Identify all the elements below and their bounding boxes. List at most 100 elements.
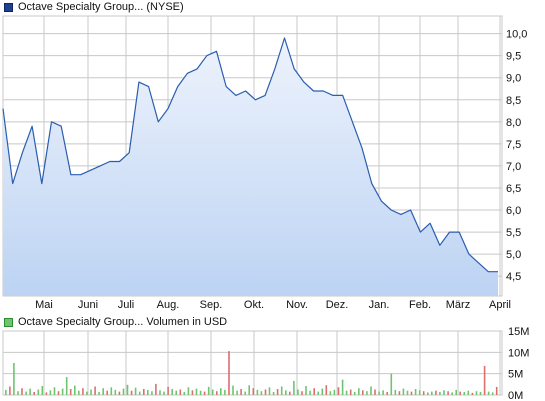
volume-bar [256, 389, 259, 395]
volume-bar [69, 389, 72, 395]
volume-bar [431, 391, 433, 395]
volume-bar [447, 391, 449, 395]
volume-bar [183, 392, 186, 395]
y-tick-label: 4,5 [506, 271, 521, 283]
volume-bar [459, 391, 461, 395]
volume-bar [211, 389, 214, 395]
volume-bar [479, 392, 482, 395]
volume-bar [410, 391, 413, 395]
volume-bar [232, 385, 234, 395]
price-chart: Mai Juni Juli Aug. Sep. Okt. Nov. Dez. Jan. Feb. M… [2, 15, 527, 311]
price-legend-swatch [4, 2, 13, 12]
volume-bar [9, 386, 11, 395]
volume-bar [386, 392, 388, 395]
volume-bar [61, 388, 64, 395]
volume-y-tick-label: 15M [508, 326, 529, 338]
volume-plot-frame [2, 330, 503, 396]
volume-bar [74, 385, 76, 395]
volume-bar [313, 388, 315, 395]
volume-bar [398, 391, 401, 395]
volume-bar [289, 391, 291, 395]
x-tick-label: Mai [35, 299, 53, 311]
x-tick-label: Dez. [326, 299, 349, 311]
volume-bar [82, 388, 84, 395]
volume-bar [143, 389, 145, 395]
y-tick-label: 8,0 [506, 117, 521, 129]
volume-bar [126, 384, 129, 395]
y-tick-label: 5,0 [506, 249, 521, 261]
y-tick-label: 5,5 [506, 227, 521, 239]
volume-bar [240, 389, 242, 395]
volume-bar [41, 386, 44, 395]
volume-bar [487, 391, 490, 395]
volume-bar [349, 389, 352, 395]
volume-bar [337, 387, 340, 395]
volume-bar [179, 389, 182, 395]
volume-bar [491, 392, 494, 395]
volume-legend: Octave Specialty Group... Volumen in USD [4, 316, 227, 328]
volume-bar [455, 389, 457, 395]
volume-bar [29, 388, 31, 395]
volume-bar [138, 391, 141, 395]
volume-bar [333, 389, 336, 395]
volume-bar [276, 389, 279, 395]
volume-bar [207, 386, 210, 395]
volume-bar [285, 390, 287, 395]
y-tick-label: 6,0 [506, 205, 521, 217]
volume-bar [118, 391, 121, 395]
volume-bar [301, 391, 303, 395]
volume-bar [471, 392, 474, 395]
volume-bar [110, 387, 113, 395]
volume-bar [418, 390, 421, 395]
volume-bar [199, 390, 202, 395]
volume-bar [483, 366, 486, 395]
volume-bar [317, 391, 319, 395]
volume-chart: 0M 5M 10M 15M [2, 326, 529, 401]
volume-bar [159, 390, 161, 395]
y-tick-label: 6,5 [506, 183, 521, 195]
volume-bar [341, 379, 344, 395]
volume-bar [236, 390, 238, 395]
volume-bar [33, 392, 35, 395]
volume-bar [78, 390, 80, 395]
y-tick-label: 7,0 [506, 161, 521, 173]
volume-bar [147, 389, 149, 395]
volume-bar [155, 383, 157, 395]
volume-bar [94, 386, 96, 395]
volume-bar [353, 392, 356, 395]
volume-bar [467, 390, 470, 395]
x-tick-label: Aug. [157, 299, 180, 311]
volume-bar [17, 391, 19, 395]
volume-bar [244, 391, 246, 395]
volume-bar [475, 391, 478, 395]
volume-bar [65, 377, 68, 395]
volume-bar [382, 390, 384, 395]
volume-y-tick-label: 5M [508, 369, 523, 381]
volume-bar [187, 387, 190, 395]
volume-bar [191, 390, 194, 395]
x-tick-label: Juni [78, 299, 98, 311]
volume-bar [414, 389, 417, 395]
volume-bar [171, 389, 173, 395]
y-tick-label: 9,5 [506, 51, 521, 63]
volume-bar [345, 390, 348, 395]
volume-bar [358, 388, 360, 395]
volume-legend-swatch [4, 317, 13, 327]
volume-bar [374, 389, 376, 395]
volume-bar [216, 391, 218, 395]
x-tick-label: Okt. [244, 299, 264, 311]
y-tick-label: 9,0 [506, 73, 521, 85]
volume-bar [439, 392, 441, 395]
volume-bar [86, 391, 88, 395]
y-tick-label: 7,5 [506, 139, 521, 151]
volume-bar [366, 391, 368, 395]
volume-bar [280, 386, 283, 395]
volume-bar [321, 388, 324, 395]
volume-bar [130, 390, 133, 395]
volume-bar [362, 390, 364, 395]
volume-bar [195, 388, 198, 395]
volume-bar [390, 373, 393, 395]
volume-bar [175, 390, 177, 395]
y-tick-label: 10,0 [506, 29, 527, 41]
volume-bar [224, 389, 226, 395]
